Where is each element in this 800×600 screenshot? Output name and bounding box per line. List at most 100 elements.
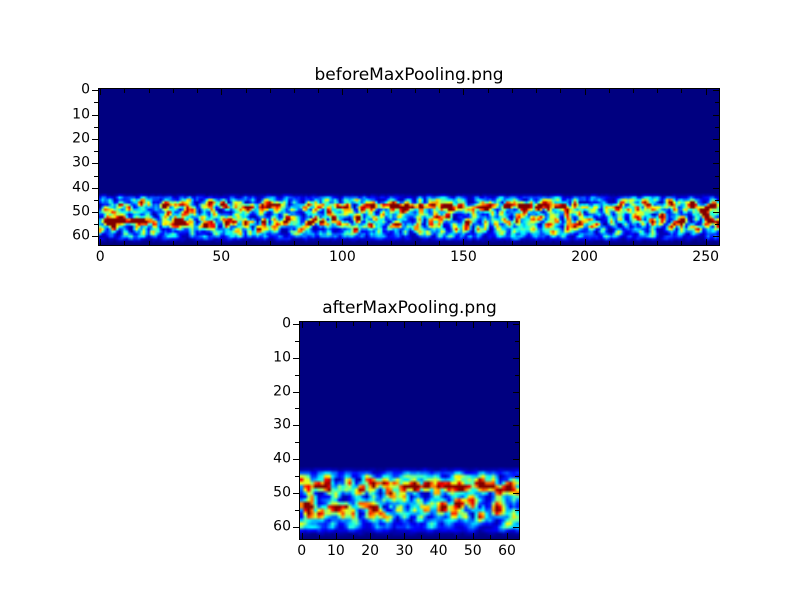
x-minor-tick-mark bbox=[511, 241, 513, 245]
y-tick-mark bbox=[293, 391, 299, 393]
y-tick-mark bbox=[513, 323, 519, 325]
y-tick-mark bbox=[92, 114, 98, 116]
x-minor-tick-mark bbox=[390, 241, 392, 245]
y-minor-tick-mark bbox=[295, 476, 299, 478]
x-tick-label: 50 bbox=[463, 543, 482, 559]
x-minor-tick-mark bbox=[124, 89, 126, 93]
y-tick-label: 0 bbox=[81, 81, 90, 98]
x-minor-tick-mark bbox=[387, 535, 389, 539]
x-tick-label: 20 bbox=[361, 543, 380, 559]
x-minor-tick-mark bbox=[148, 241, 150, 245]
x-minor-tick-mark bbox=[489, 535, 491, 539]
x-tick-label: 30 bbox=[395, 543, 414, 559]
x-tick-mark bbox=[404, 322, 406, 328]
y-tick-mark bbox=[293, 459, 299, 461]
x-tick-label: 150 bbox=[450, 249, 477, 265]
x-minor-tick-mark bbox=[608, 89, 610, 93]
x-minor-tick-mark bbox=[318, 322, 320, 326]
y-tick-mark bbox=[92, 212, 98, 214]
x-tick-label: 100 bbox=[329, 249, 356, 265]
x-minor-tick-mark bbox=[124, 241, 126, 245]
y-minor-tick-mark bbox=[94, 175, 98, 177]
y-tick-label: 30 bbox=[273, 416, 291, 433]
x-minor-tick-mark bbox=[197, 89, 199, 93]
x-tick-label: 10 bbox=[327, 543, 345, 559]
x-minor-tick-mark bbox=[415, 241, 417, 245]
x-tick-mark bbox=[438, 322, 440, 328]
x-tick-mark bbox=[335, 533, 337, 539]
y-tick-label: 60 bbox=[72, 227, 90, 244]
x-minor-tick-mark bbox=[387, 322, 389, 326]
x-minor-tick-mark bbox=[172, 241, 174, 245]
y-tick-mark bbox=[293, 425, 299, 427]
y-minor-tick-mark bbox=[515, 374, 519, 376]
x-tick-mark bbox=[342, 239, 344, 245]
x-minor-tick-mark bbox=[487, 241, 489, 245]
plot-title: beforeMaxPooling.png bbox=[314, 65, 504, 86]
y-tick-mark bbox=[513, 425, 519, 427]
x-minor-tick-mark bbox=[657, 241, 659, 245]
y-tick-mark bbox=[513, 527, 519, 529]
x-minor-tick-mark bbox=[148, 89, 150, 93]
x-minor-tick-mark bbox=[245, 241, 247, 245]
x-minor-tick-mark bbox=[455, 535, 457, 539]
x-minor-tick-mark bbox=[608, 241, 610, 245]
y-tick-label: 20 bbox=[72, 130, 90, 147]
y-minor-tick-mark bbox=[715, 102, 719, 104]
subplot-before-max-pooling: beforeMaxPooling.png 0 50 100 150 200 250 0 10 2… bbox=[72, 66, 720, 265]
x-minor-tick-mark bbox=[681, 89, 683, 93]
y-tick-mark bbox=[513, 493, 519, 495]
y-tick-mark bbox=[293, 527, 299, 529]
x-minor-tick-mark bbox=[536, 89, 538, 93]
x-tick-mark bbox=[301, 533, 303, 539]
y-minor-tick-mark bbox=[94, 224, 98, 226]
x-minor-tick-mark bbox=[366, 89, 368, 93]
y-minor-tick-mark bbox=[715, 175, 719, 177]
y-tick-mark bbox=[713, 236, 719, 238]
y-tick-mark bbox=[713, 187, 719, 189]
x-tick-mark bbox=[705, 89, 707, 95]
y-tick-mark bbox=[293, 323, 299, 325]
y-minor-tick-mark bbox=[295, 374, 299, 376]
y-tick-label: 20 bbox=[273, 382, 291, 399]
y-minor-tick-mark bbox=[515, 476, 519, 478]
y-tick-mark bbox=[92, 236, 98, 238]
heatmap-image-after bbox=[300, 322, 519, 539]
y-tick-label: 30 bbox=[72, 154, 90, 171]
x-minor-tick-mark bbox=[560, 241, 562, 245]
y-tick-label: 50 bbox=[72, 203, 90, 220]
x-minor-tick-mark bbox=[657, 89, 659, 93]
x-tick-mark bbox=[370, 533, 372, 539]
y-minor-tick-mark bbox=[295, 408, 299, 410]
y-minor-tick-mark bbox=[715, 199, 719, 201]
x-minor-tick-mark bbox=[439, 89, 441, 93]
x-minor-tick-mark bbox=[421, 535, 423, 539]
x-minor-tick-mark bbox=[390, 89, 392, 93]
y-tick-mark bbox=[713, 90, 719, 92]
x-tick-mark bbox=[100, 239, 102, 245]
x-tick-mark bbox=[404, 533, 406, 539]
x-minor-tick-mark bbox=[511, 89, 513, 93]
y-tick-mark bbox=[513, 459, 519, 461]
y-tick-mark bbox=[92, 90, 98, 92]
x-minor-tick-mark bbox=[197, 241, 199, 245]
y-tick-label: 0 bbox=[282, 314, 291, 331]
x-minor-tick-mark bbox=[421, 322, 423, 326]
x-minor-tick-mark bbox=[293, 241, 295, 245]
x-minor-tick-mark bbox=[269, 89, 271, 93]
y-tick-mark bbox=[293, 357, 299, 359]
y-minor-tick-mark bbox=[94, 102, 98, 104]
x-minor-tick-mark bbox=[536, 241, 538, 245]
x-minor-tick-mark bbox=[293, 89, 295, 93]
x-tick-label: 0 bbox=[95, 249, 105, 265]
x-tick-label: 60 bbox=[498, 543, 516, 559]
x-tick-mark bbox=[507, 533, 509, 539]
x-tick-mark bbox=[335, 322, 337, 328]
y-tick-label: 50 bbox=[273, 484, 291, 501]
y-minor-tick-mark bbox=[94, 126, 98, 128]
y-tick-mark bbox=[713, 212, 719, 214]
y-minor-tick-mark bbox=[94, 199, 98, 201]
x-tick-mark bbox=[301, 322, 303, 328]
subplot-after-max-pooling: afterMaxPooling.png 0 10 20 30 40 50 60 0 10 20 30… bbox=[273, 299, 520, 559]
